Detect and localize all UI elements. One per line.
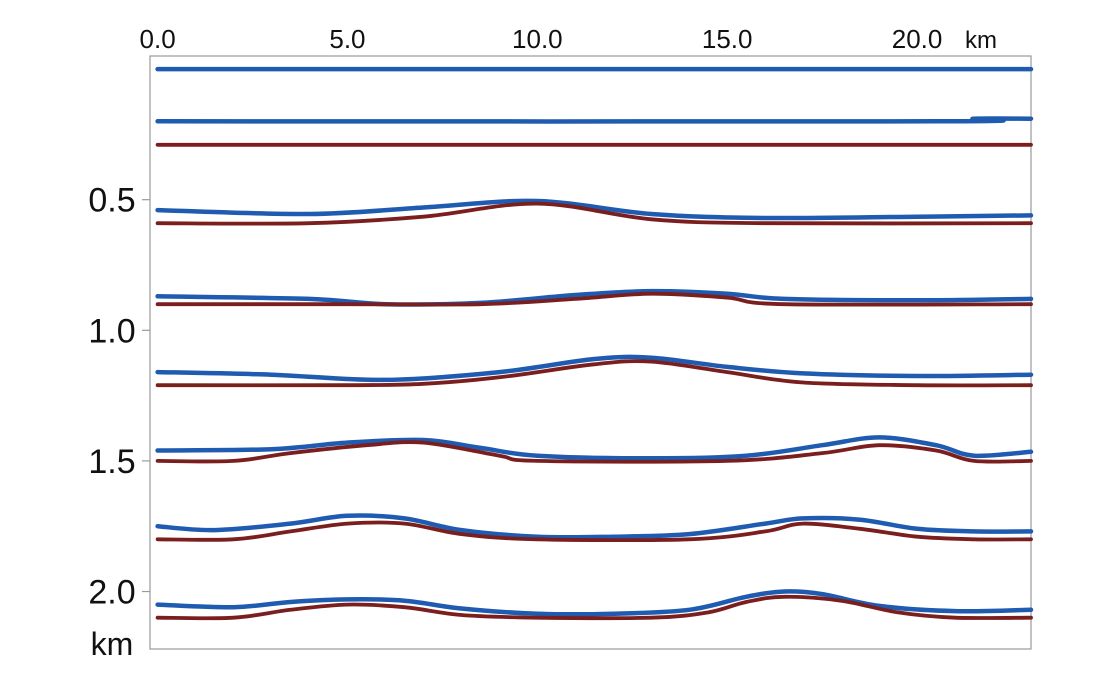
y-tick-label: 2.0 xyxy=(88,574,135,612)
x-axis-ticks: 0.0 5.0 10.0 15.0 20.0 xyxy=(140,24,943,54)
x-tick-label: 0.0 xyxy=(140,24,176,54)
x-tick-label: 5.0 xyxy=(329,24,365,54)
red-reflector-line xyxy=(155,359,1033,388)
y-tick-label: 1.0 xyxy=(88,312,135,350)
blue-reflector-line xyxy=(155,288,1034,307)
series-group xyxy=(155,66,1034,621)
red-reflector-line xyxy=(155,520,1033,543)
y-tick-label: 0.5 xyxy=(88,182,135,220)
blue-reflector-line xyxy=(155,354,1034,383)
red-reflector-line xyxy=(155,440,1033,464)
blue-reflector-line xyxy=(155,435,1034,461)
blue-reflector-line xyxy=(155,198,1034,221)
red-reflector-line xyxy=(155,201,1033,226)
red-reflector-line xyxy=(155,594,1033,621)
x-tick-label: 10.0 xyxy=(512,24,563,54)
y-axis-ticks: 0.5 1.0 1.5 2.0 xyxy=(88,182,150,612)
plot-frame xyxy=(149,55,1032,650)
blue-reflector-line xyxy=(155,589,1034,617)
y-axis-unit: km xyxy=(91,626,134,662)
red-reflector-line xyxy=(155,291,1033,307)
blue-reflector-line xyxy=(155,513,1034,540)
y-tick-label: 1.5 xyxy=(88,443,135,481)
x-tick-label: 15.0 xyxy=(702,24,753,54)
x-tick-label: 20.0 xyxy=(892,24,943,54)
blue-reflector-line xyxy=(155,116,1034,124)
x-axis-unit: km xyxy=(965,27,997,54)
